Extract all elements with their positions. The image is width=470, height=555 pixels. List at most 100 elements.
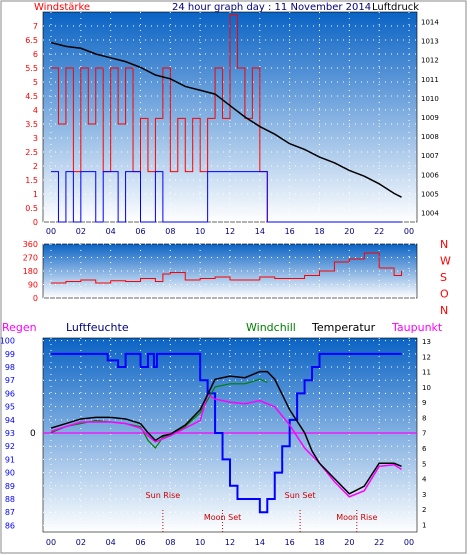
x-tick-label: 14 [255,227,265,236]
windchill-header: Windchill [246,321,296,334]
wind-tick-label: 5 [33,78,38,87]
x-tick-label: 18 [314,227,324,236]
x-tick-label: 16 [285,538,295,547]
temperature-tick-label: 12 [422,353,431,361]
pressure-tick-label: 1008 [421,133,439,141]
temperature-tick-label: 1 [422,521,426,529]
temperature-tick-label: 3 [422,491,426,499]
temp-x-ticks: 00 02 04 06 08 10 12 14 16 18 20 22 00 [46,538,414,547]
wind-tick-label: 6 [33,50,38,59]
dewpoint-line [50,393,402,498]
dewpoint-header: Taupunkt [391,321,443,334]
pressure-line [50,41,402,198]
pressure-y-ticks: 1014 1013 1012 1011 1010 1009 1008 1007 1006 1005… [421,19,439,218]
x-tick-label: 04 [106,538,116,547]
x-tick-label: 10 [195,538,205,547]
humidity-line [51,352,402,514]
temperature-tick-label: 7 [422,430,426,438]
event-label: Sun Set [285,491,316,500]
x-tick-label: 06 [135,227,145,236]
compass-label: O [440,288,449,301]
humidity-tick-label: 96 [5,389,15,398]
astro-events: Sun Rise Moon Set Sun Set Moon Rise [146,491,377,532]
x-tick-label: 02 [76,538,86,547]
humidity-tick-label: 95 [5,403,15,412]
temperature-tick-label: 10 [422,384,431,392]
pressure-axis-label: Luftdruck [372,2,419,13]
humidity-tick-label: 86 [5,521,15,530]
x-tick-label: 20 [344,227,354,236]
x-tick-label: 10 [195,227,205,236]
wind-x-ticks: 00 02 04 06 08 10 12 14 16 18 20 22 00 [46,227,414,236]
wind-axis-label: Windstärke [34,2,90,13]
wind-tick-label: 0 [33,218,38,227]
compass-label: N [440,304,448,317]
humidity-tick-label: 90 [5,469,15,478]
wind-tick-label: 4 [33,106,38,115]
direction-y-ticks: 360 270 180 90 0 [23,240,38,303]
humidity-tick-label: 99 [5,350,15,359]
temperature-tick-label: 11 [422,369,431,377]
wind-tick-label: 0.5 [25,204,38,213]
wind-tick-label: 3.5 [25,120,38,129]
humidity-tick-label: 91 [5,455,15,464]
event-label: Moon Set [204,513,241,522]
compass-label: S [440,271,447,284]
humidity-tick-label: 87 [5,508,15,517]
humidity-tick-label: 89 [5,482,15,491]
direction-tick-label: 90 [28,281,38,290]
wind-tick-label: 3 [33,134,38,143]
humidity-tick-label: 88 [5,495,15,504]
x-tick-label: 06 [135,538,145,547]
temperature-tick-label: 5 [422,460,426,468]
event-label: Sun Rise [146,491,181,500]
wind-tick-label: 1 [33,190,38,199]
pressure-tick-label: 1009 [421,114,439,122]
humidity-tick-label: 93 [5,429,15,438]
direction-tick-label: 270 [23,254,38,263]
compass-label: N [440,238,448,251]
pressure-tick-label: 1005 [421,190,439,198]
direction-tick-label: 360 [23,240,38,249]
x-tick-label: 18 [314,538,324,547]
x-tick-label: 14 [255,538,265,547]
pressure-tick-label: 1014 [421,19,439,27]
windchill-line [50,378,268,449]
wind-tick-label: 7 [33,22,38,31]
x-tick-label: 00 [46,538,56,547]
humidity-header: Luftfeuchte [66,321,129,334]
humidity-tick-label: 97 [5,376,15,385]
wind-tick-label: 5.5 [25,64,38,73]
pressure-tick-label: 1006 [421,171,439,179]
temperature-header: Temperatur [311,321,376,334]
direction-tick-label: 180 [23,267,38,276]
rain-header: Regen [2,321,37,334]
wind-direction-line [51,252,403,284]
x-tick-label: 12 [225,227,235,236]
x-tick-label: 12 [225,538,235,547]
pressure-tick-label: 1013 [421,38,439,46]
temperature-tick-label: 4 [422,476,427,484]
temperature-tick-label: 2 [422,506,426,514]
wind-tick-label: 2.5 [25,148,38,157]
temperature-tick-label: 8 [422,414,426,422]
humidity-tick-label: 94 [5,416,15,425]
wind-blue-line [51,171,402,223]
wind-tick-label: 6.5 [25,36,38,45]
x-tick-label: 20 [344,538,354,547]
humidity-tick-label: 98 [5,363,15,372]
temperature-y-ticks: 13 12 11 10 9 8 7 6 5 4 3 2 1 [422,338,431,529]
direction-grid [43,243,417,299]
x-tick-label: 00 [404,538,414,547]
direction-tick-label: 0 [33,294,38,303]
x-tick-label: 00 [46,227,56,236]
wind-pressure-panel: Windstärke 24 hour graph day : 11 Novemb… [25,2,439,236]
temp-humidity-panel: Regen Luftfeuchte Windchill Temperatur T… [0,321,443,547]
temperature-tick-label: 9 [422,399,426,407]
x-tick-label: 04 [106,227,116,236]
wind-tick-label: 1.5 [25,176,38,185]
x-tick-label: 22 [374,227,384,236]
humidity-tick-label: 100 [0,337,15,346]
